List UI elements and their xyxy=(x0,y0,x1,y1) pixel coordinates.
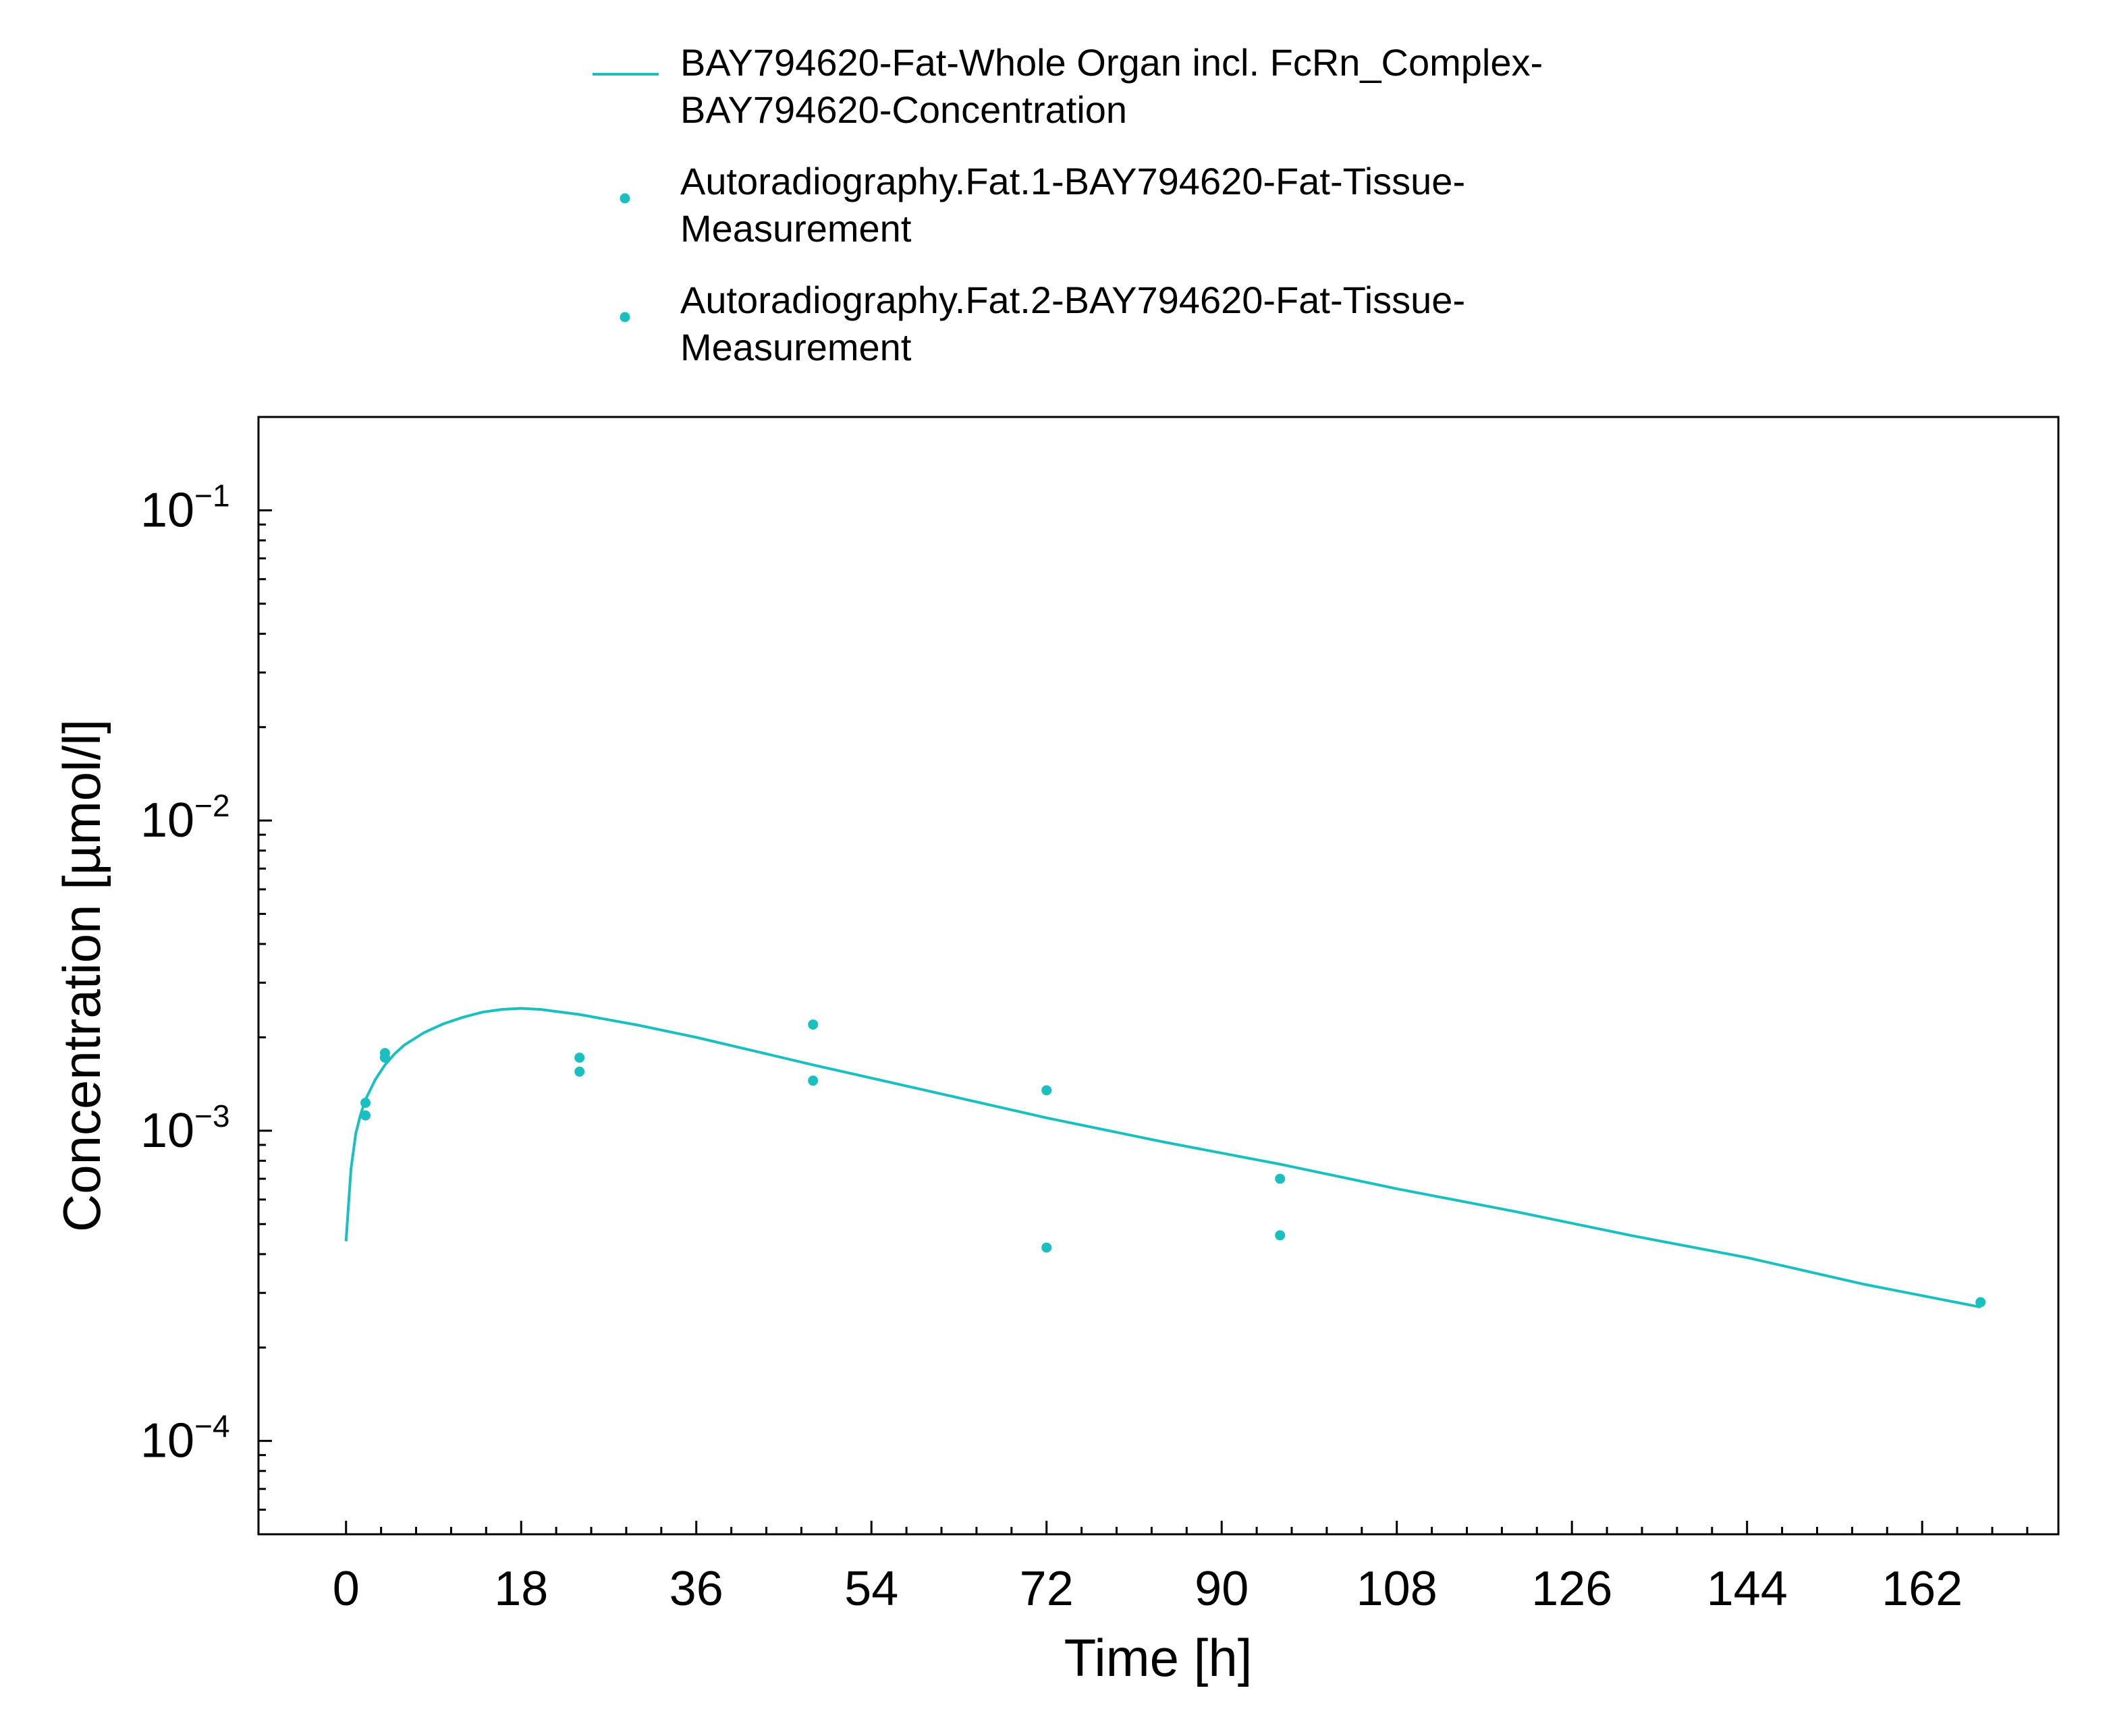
x-tick-label: 54 xyxy=(844,1562,898,1616)
measurement-point xyxy=(574,1066,585,1077)
legend-label: Autoradiography.Fat.1-BAY794620-Fat-Tiss… xyxy=(680,160,1465,202)
legend-label: Autoradiography.Fat.2-BAY794620-Fat-Tiss… xyxy=(680,279,1465,321)
y-tick-label: 10−2 xyxy=(140,788,230,847)
x-tick-label: 162 xyxy=(1882,1562,1963,1616)
x-tick-label: 108 xyxy=(1357,1562,1437,1616)
legend-label: BAY794620-Concentration xyxy=(680,88,1127,131)
measurement-point xyxy=(1275,1230,1286,1241)
y-axis: 10−4 10−3 10−2 10−1 xyxy=(140,416,272,1536)
measurement-point xyxy=(1041,1242,1052,1253)
y-tick-label: 10−3 xyxy=(140,1098,230,1158)
measurement-point xyxy=(808,1075,819,1086)
x-tick-label: 0 xyxy=(333,1562,360,1616)
measurement-point xyxy=(808,1019,819,1030)
x-tick-label: 126 xyxy=(1531,1562,1612,1616)
measurement-point xyxy=(379,1053,390,1063)
legend: BAY794620-Fat-Whole Organ incl. FcRn_Com… xyxy=(593,41,1543,368)
x-tick-label: 18 xyxy=(494,1562,548,1616)
series-layer xyxy=(344,1007,1986,1309)
x-tick-label: 144 xyxy=(1707,1562,1788,1616)
legend-label: Measurement xyxy=(680,326,912,368)
x-tick-label: 36 xyxy=(669,1562,723,1616)
x-axis-title: Time [h] xyxy=(1064,1628,1253,1687)
measurement-point xyxy=(1041,1085,1052,1096)
measurement-point xyxy=(1975,1297,1986,1308)
x-axis: 0 18 36 54 72 90 108 126 144 162 xyxy=(333,1521,2029,1616)
measurement-point xyxy=(360,1098,371,1109)
simulation-curve xyxy=(344,1007,1981,1309)
legend-label: Measurement xyxy=(680,207,912,250)
measurement-point xyxy=(1275,1173,1286,1184)
measurement-point xyxy=(574,1053,585,1063)
legend-label: BAY794620-Fat-Whole Organ incl. FcRn_Com… xyxy=(680,41,1543,84)
measurement-point xyxy=(360,1110,371,1121)
y-tick-label: 10−4 xyxy=(140,1409,230,1468)
x-tick-label: 90 xyxy=(1195,1562,1249,1616)
y-axis-title: Concentration [µmol/l] xyxy=(52,719,111,1232)
legend-marker-swatch xyxy=(620,312,630,323)
plot-area-frame xyxy=(257,416,2060,1536)
legend-marker-swatch xyxy=(620,193,630,204)
x-tick-label: 72 xyxy=(1020,1562,1074,1616)
y-tick-label: 10−1 xyxy=(140,478,230,537)
